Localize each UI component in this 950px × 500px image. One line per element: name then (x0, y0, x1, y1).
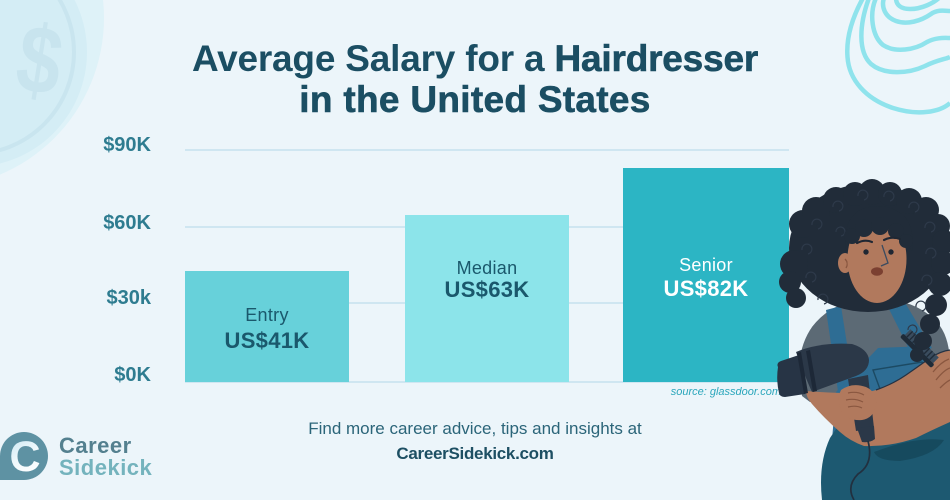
svg-text:C: C (9, 433, 40, 481)
svg-text:Career: Career (59, 433, 132, 458)
svg-text:Sidekick: Sidekick (59, 455, 153, 480)
